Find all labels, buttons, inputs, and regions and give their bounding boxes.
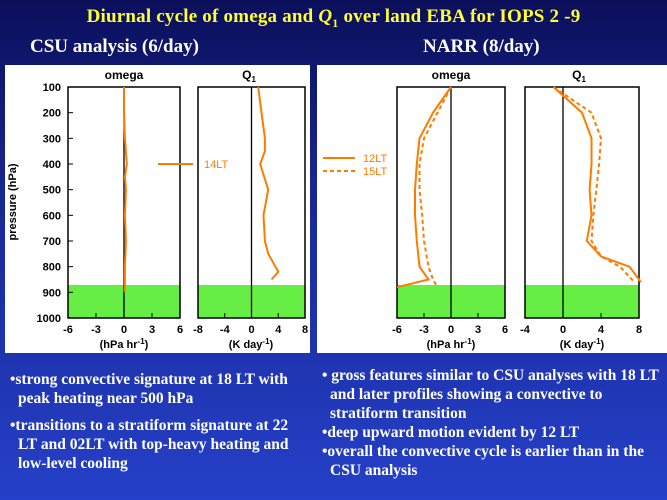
narr-omega-line-12lt — [396, 86, 452, 289]
x-tick-label: -3 — [419, 324, 429, 336]
y-tick-label: 700 — [43, 236, 61, 248]
y-tick-label: 600 — [43, 210, 61, 222]
narr-omega-line-15lt — [418, 86, 452, 288]
bullet-item: • gross features similar to CSU analyses… — [322, 367, 659, 422]
x-tick-label: 8 — [302, 324, 308, 336]
narr-subtitle: NARR (8/day) — [423, 36, 540, 57]
x-tick-label: 4 — [598, 324, 605, 336]
x-tick-label: 0 — [560, 324, 566, 336]
narr-q1-line-15lt — [552, 86, 636, 283]
narr-legend-dashed-label: 15LT — [363, 166, 388, 178]
bullet-item: •overall the convective cycle is earlier… — [322, 443, 644, 479]
narr-chart-svg: omega Q1 12LT 15LT -6 -3 0 3 6 -4 0 4 8 (hPa hr… — [323, 68, 642, 351]
x-tick-label: -6 — [63, 324, 73, 336]
y-axis-label: pressure (hPa) — [7, 163, 19, 240]
y-tick-label: 500 — [43, 185, 61, 197]
csu-q1-title: Q1 — [242, 68, 256, 84]
x-tick-label: -6 — [392, 324, 402, 336]
narr-omega-title: omega — [432, 68, 471, 82]
x-tick-label: 0 — [248, 324, 254, 336]
csu-bullet-list: •strong convective signature at 18 LT wi… — [10, 370, 310, 481]
csu-q1-x-ticks: -8 -4 0 4 8 — [193, 313, 308, 336]
x-tick-label: -4 — [220, 324, 231, 336]
x-tick-label: 6 — [177, 324, 183, 336]
csu-chart-panel: omega Q1 14LT pressure (hPa) 100 200 300 40… — [5, 65, 310, 353]
narr-bullet-list: • gross features similar to CSU analyses… — [322, 366, 662, 480]
csu-q1-line-14lt — [257, 86, 280, 281]
x-tick-label: -3 — [91, 324, 101, 336]
x-tick-label: 4 — [275, 324, 282, 336]
csu-q1-units: (K day-1) — [229, 337, 274, 351]
x-tick-label: 6 — [502, 324, 508, 336]
narr-q1-units: (K day-1) — [560, 337, 605, 351]
y-tick-label: 900 — [43, 287, 61, 299]
y-tick-label: 1000 — [37, 313, 61, 325]
x-tick-label: 0 — [121, 324, 127, 336]
bullet-item: •transitions to a stratiform signature a… — [10, 417, 289, 472]
y-tick-label: 200 — [43, 108, 61, 120]
x-tick-label: 0 — [448, 324, 454, 336]
csu-omega-units: (hPa hr-1) — [100, 337, 149, 351]
csu-omega-title: omega — [105, 68, 144, 82]
narr-q1-line-12lt — [552, 86, 642, 283]
narr-q1-frame — [524, 86, 640, 319]
x-tick-label: -4 — [520, 324, 531, 336]
narr-legend-solid-label: 12LT — [363, 153, 388, 165]
x-tick-label: -8 — [193, 324, 203, 336]
x-tick-label: 3 — [475, 324, 481, 336]
csu-subtitle: CSU analysis (6/day) — [30, 36, 199, 57]
csu-legend-label: 14LT — [204, 159, 229, 171]
y-tick-label: 100 — [43, 82, 61, 94]
bullet-item: •deep upward motion evident by 12 LT — [322, 424, 580, 441]
x-tick-label: 8 — [636, 324, 642, 336]
narr-omega-x-ticks: -6 -3 0 3 6 — [392, 313, 508, 336]
y-tick-label: 800 — [43, 262, 61, 274]
x-tick-label: 3 — [149, 324, 155, 336]
y-tick-label: 300 — [43, 133, 61, 145]
narr-q1-green-band — [525, 285, 639, 318]
narr-q1-title: Q1 — [572, 68, 586, 84]
narr-chart-panel: omega Q1 12LT 15LT -6 -3 0 3 6 -4 0 4 8 (hPa hr… — [317, 65, 667, 353]
csu-omega-line-14lt — [123, 87, 128, 293]
csu-y-ticks: 100 200 300 400 500 600 700 800 900 1000 — [37, 82, 73, 325]
narr-omega-units: (hPa hr-1) — [427, 337, 476, 351]
slide-title: Diurnal cycle of omega and Q1 over land … — [86, 6, 581, 30]
csu-omega-x-ticks: -6 -3 0 3 6 — [63, 313, 183, 336]
y-tick-label: 400 — [43, 159, 61, 171]
bullet-item: •strong convective signature at 18 LT wi… — [10, 371, 288, 407]
csu-chart-svg: omega Q1 14LT pressure (hPa) 10020030040… — [7, 68, 308, 351]
narr-q1-x-ticks: -4 0 4 8 — [520, 313, 642, 336]
